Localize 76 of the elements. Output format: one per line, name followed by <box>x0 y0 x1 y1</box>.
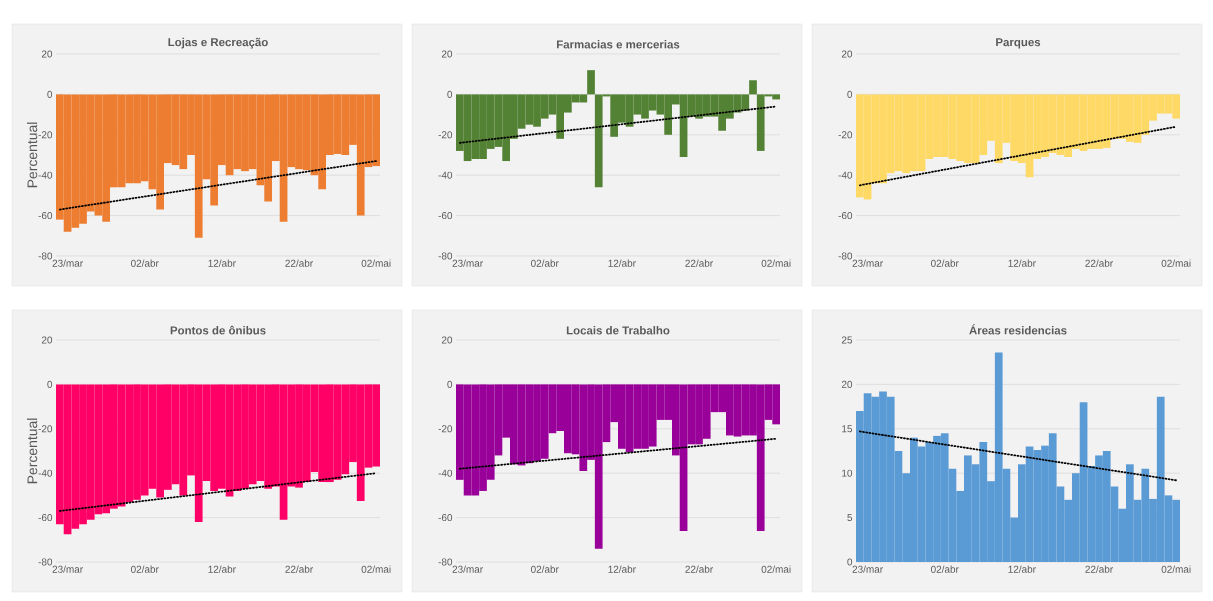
y-tick-label: -60 <box>38 212 53 220</box>
y-tick-label: -80 <box>38 252 53 260</box>
x-tick-label: 02/abr <box>130 259 159 267</box>
x-tick-label: 12/abr <box>608 565 636 573</box>
y-tick-label: 0 <box>47 380 53 388</box>
y-tick-label: -20 <box>838 131 853 139</box>
y-tick-label: 0 <box>847 90 853 98</box>
x-tick-label: 12/abr <box>608 259 636 267</box>
y-tick-label: -40 <box>38 171 53 179</box>
y-tick-label: -20 <box>38 425 53 433</box>
x-tick-label: 02/abr <box>530 259 559 267</box>
x-tick-label: 12/abr <box>208 259 236 267</box>
x-tick-label: 02/mai <box>761 565 791 573</box>
y-tick-label: 25 <box>841 336 853 344</box>
chart-title: Locais de Trabalho <box>566 326 670 335</box>
x-tick-label: 02/mai <box>761 259 791 267</box>
y-tick-label: -20 <box>438 425 453 433</box>
y-tick-label: 0 <box>847 558 853 566</box>
y-tick-label: -40 <box>438 171 453 179</box>
chart-title: Lojas e Recreação <box>168 37 268 49</box>
x-tick-label: 12/abr <box>208 565 236 573</box>
x-tick-label: 02/abr <box>930 565 959 573</box>
y-tick-label: 20 <box>841 380 853 388</box>
y-tick-label: 10 <box>842 469 853 477</box>
x-tick-label: 23/mar <box>452 259 483 267</box>
x-tick-label: 02/abr <box>530 565 559 573</box>
y-tick-label: 20 <box>441 336 453 344</box>
y-tick-label: 20 <box>41 50 53 58</box>
x-tick-label: 22/abr <box>685 259 713 267</box>
x-tick-label: 23/mar <box>52 565 83 573</box>
x-tick-label: 22/abr <box>1085 259 1113 267</box>
x-tick-label: 12/abr <box>1008 259 1036 267</box>
y-tick-label: 5 <box>847 514 853 522</box>
y-tick-label: 15 <box>842 425 853 433</box>
y-tick-label: 0 <box>47 90 53 98</box>
y-tick-label: 20 <box>41 336 53 344</box>
y-tick-label: -40 <box>838 171 853 179</box>
y-tick-label: -80 <box>438 252 453 260</box>
chart-title: Áreas residencias <box>969 324 1067 335</box>
chart-title: Pontos de ônibus <box>170 325 266 335</box>
x-tick-label: 23/mar <box>852 259 883 267</box>
x-tick-label: 02/mai <box>1161 565 1191 573</box>
x-tick-label: 02/mai <box>361 565 391 573</box>
y-tick-label: -80 <box>838 252 853 260</box>
y-tick-label: -40 <box>38 469 53 477</box>
y-tick-label: 20 <box>841 50 853 58</box>
x-tick-label: 02/abr <box>130 565 159 573</box>
x-tick-label: 23/mar <box>852 565 883 573</box>
y-axis-title: Percentual <box>27 122 38 188</box>
chart-title: Parques <box>996 38 1041 49</box>
y-tick-label: -60 <box>438 212 453 220</box>
x-tick-label: 02/abr <box>930 259 959 267</box>
x-tick-label: 22/abr <box>285 565 313 573</box>
y-axis-title: Percentual <box>27 418 38 484</box>
y-tick-label: 0 <box>447 380 453 388</box>
x-tick-label: 22/abr <box>685 565 713 573</box>
y-tick-label: -60 <box>438 514 453 522</box>
y-tick-label: -20 <box>438 131 453 139</box>
x-tick-label: 12/abr <box>1008 565 1036 573</box>
x-tick-label: 22/abr <box>285 259 313 267</box>
x-tick-label: 23/mar <box>452 565 483 573</box>
y-tick-label: -60 <box>838 212 853 220</box>
chart-title: Farmacias e mercerias <box>556 40 680 49</box>
x-tick-label: 02/mai <box>361 259 391 267</box>
bar <box>587 70 595 95</box>
x-tick-label: 23/mar <box>52 259 83 267</box>
y-tick-label: -80 <box>438 558 453 566</box>
y-tick-label: -60 <box>38 514 53 522</box>
x-tick-label: 02/mai <box>1161 259 1191 267</box>
y-tick-label: -40 <box>438 469 453 477</box>
bar <box>749 80 757 95</box>
y-tick-label: -20 <box>38 131 53 139</box>
x-tick-label: 22/abr <box>1085 565 1113 573</box>
y-tick-label: 20 <box>441 50 453 58</box>
y-tick-label: -80 <box>38 558 53 566</box>
y-tick-label: 0 <box>447 90 453 98</box>
